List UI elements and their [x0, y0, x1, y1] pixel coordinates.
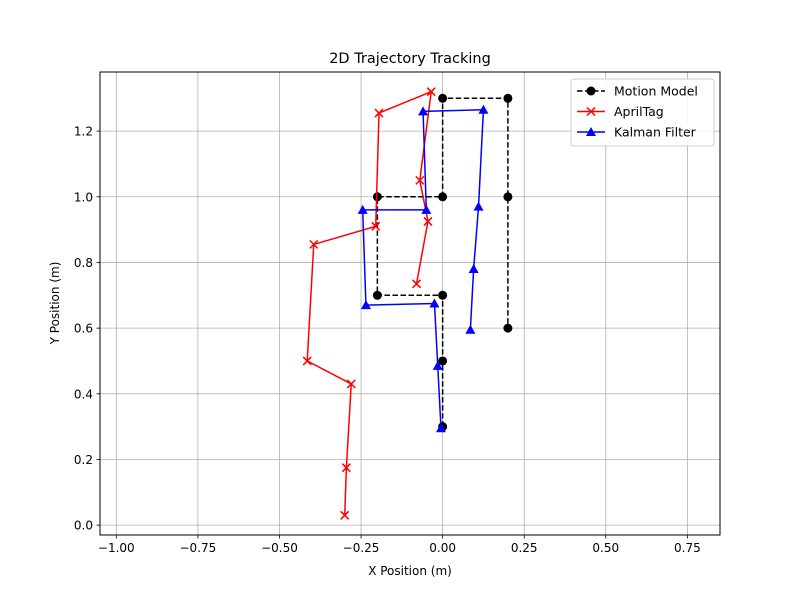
legend-label: AprilTag — [614, 104, 664, 119]
x-tick-label: −0.75 — [180, 541, 217, 555]
y-tick-label: 0.8 — [74, 256, 93, 270]
motion-model-point — [503, 93, 513, 103]
motion-model-point — [438, 192, 448, 202]
motion-model-point — [372, 192, 382, 202]
apriltag-point — [423, 216, 433, 226]
legend-entry-motion-model: Motion Model — [577, 84, 698, 99]
x-tick-label: 0.50 — [592, 541, 619, 555]
y-tick-label: 0.0 — [74, 519, 93, 533]
motion-model-point — [438, 356, 448, 366]
x-tick-label: 0.25 — [511, 541, 538, 555]
legend-label: Kalman Filter — [614, 125, 697, 140]
kalman-filter-point — [432, 360, 443, 370]
apriltag-point — [415, 175, 425, 185]
kalman-filter-point — [418, 106, 429, 116]
kalman-filter-point — [468, 264, 479, 274]
y-tick-label: 1.2 — [74, 125, 93, 139]
y-tick-label: 0.6 — [74, 322, 93, 336]
apriltag-point — [309, 239, 319, 249]
y-tick-label: 1.0 — [74, 190, 93, 204]
y-tick-label: 0.4 — [74, 387, 93, 401]
apriltag-point — [302, 356, 312, 366]
y-axis-label: Y Position (m) — [48, 262, 62, 346]
legend: Motion Model AprilTag Kalman Filter — [570, 78, 715, 147]
motion-model-line — [376, 97, 509, 427]
axis-ticks: −1.00 −0.75 −0.50 −0.25 0.00 0.25 0.50 0.75 0.0 0… — [74, 125, 701, 555]
legend-swatch-marker — [586, 86, 596, 96]
kalman-filter-point — [436, 423, 446, 433]
kalman-filter-point — [473, 201, 484, 211]
kalman-filter-point — [421, 204, 432, 214]
kalman-filter-point — [360, 300, 371, 310]
legend-swatch-marker — [586, 127, 596, 136]
x-tick-label: −0.50 — [261, 541, 298, 555]
legend-frame — [570, 78, 715, 147]
motion-model-point — [438, 290, 448, 300]
kalman-filter-point — [478, 104, 489, 114]
legend-swatch-marker — [586, 106, 596, 117]
apriltag-point — [341, 463, 351, 473]
kalman-filter-point — [465, 324, 476, 334]
y-tick-label: 0.2 — [74, 453, 93, 467]
apriltag-point — [374, 108, 384, 118]
motion-model-point — [503, 192, 513, 202]
plot-frame — [99, 71, 721, 536]
apriltag-point — [426, 87, 436, 97]
x-tick-label: 0.75 — [674, 541, 701, 555]
x-tick-label: 0.00 — [429, 541, 456, 555]
motion-model-point — [372, 290, 382, 300]
legend-entry-kalman-filter: Kalman Filter — [577, 125, 697, 140]
x-axis-label: X Position (m) — [368, 564, 452, 578]
apriltag-point — [340, 510, 350, 520]
x-tick-label: −1.00 — [98, 541, 135, 555]
legend-entry-apriltag: AprilTag — [577, 104, 664, 119]
legend-label: Motion Model — [614, 84, 698, 99]
motion-model-point — [503, 323, 513, 333]
chart-title: 2D Trajectory Tracking — [329, 51, 491, 67]
apriltag-point — [346, 379, 356, 389]
plot-series — [302, 87, 513, 520]
motion-model-point — [438, 93, 448, 103]
kalman-filter-point — [357, 204, 368, 214]
apriltag-series — [302, 87, 436, 520]
apriltag-point — [411, 279, 422, 289]
x-tick-label: −0.25 — [343, 541, 380, 555]
apriltag-point — [371, 221, 381, 231]
motion-model-series — [372, 93, 513, 432]
kalman-filter-point — [429, 298, 440, 308]
kalman-filter-series — [357, 104, 489, 433]
